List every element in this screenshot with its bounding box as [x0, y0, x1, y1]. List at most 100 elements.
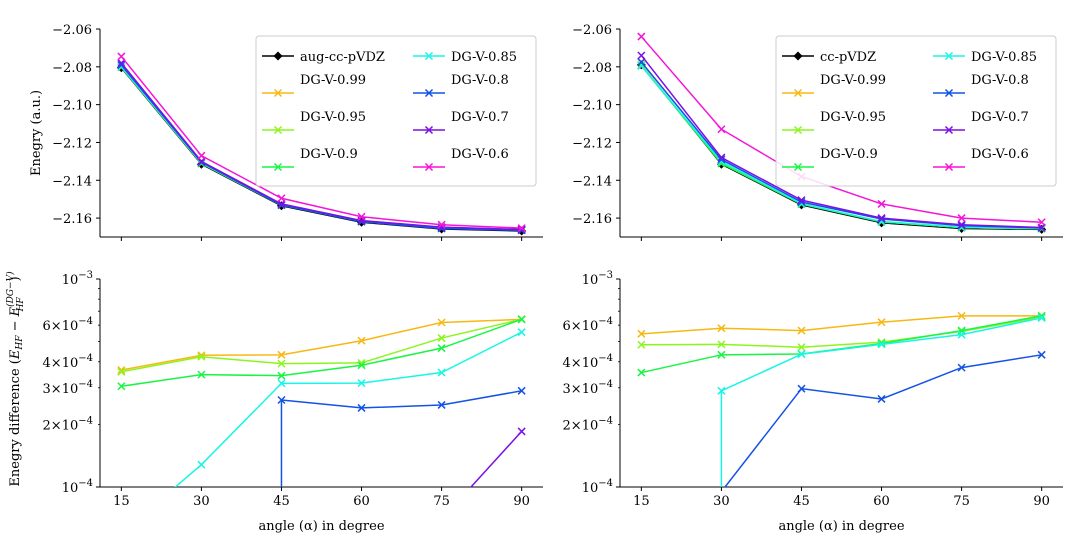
tick-base: 10 [582, 319, 599, 334]
x-tick-label: 15 [113, 494, 130, 509]
data-point [197, 151, 206, 160]
y-tick-label: −2.08 [52, 61, 92, 76]
series-line [281, 390, 522, 409]
tick-times: × [51, 382, 62, 397]
tick-base: 10 [62, 319, 79, 334]
x-tick-label: 75 [433, 494, 450, 509]
tick-times: × [571, 319, 582, 334]
data-point [877, 214, 886, 223]
data-point [717, 324, 726, 333]
series-line [174, 331, 522, 487]
y-tick-label: 10−4 [582, 478, 613, 496]
series-group [117, 315, 526, 537]
tick-base: 10 [582, 481, 599, 496]
ylabel-e1: E [8, 349, 23, 360]
data-point [517, 224, 526, 233]
data-point [797, 350, 806, 359]
legend-label: DG-V-0.6 [451, 147, 509, 162]
legend-swatch-marker [944, 125, 954, 135]
series-group [637, 311, 1046, 487]
data-point [437, 368, 446, 377]
y-tick-label: 3×10−4 [563, 379, 613, 397]
data-point [797, 384, 806, 393]
legend-swatch-marker [273, 88, 283, 98]
data-point [957, 311, 966, 320]
tick-exponent: −4 [78, 415, 93, 426]
data-point [517, 225, 526, 234]
tick-mantissa: 2 [43, 418, 51, 433]
data-point [957, 363, 966, 372]
legend-swatch-marker [424, 88, 434, 98]
x-tick-label: 45 [793, 494, 810, 509]
data-point [1037, 218, 1046, 227]
ylabel-close: ) [8, 276, 23, 281]
y-tick-label: 10−3 [62, 270, 93, 288]
data-point [517, 328, 526, 337]
data-point [357, 379, 366, 388]
data-point [637, 51, 646, 60]
data-point [517, 386, 526, 395]
series-line [120, 55, 522, 229]
data-point [357, 336, 366, 345]
x-axis-label: angle (α) in degree [258, 519, 384, 534]
data-point [357, 361, 366, 370]
data-point [797, 326, 806, 335]
legend: aug-cc-pVDZ DG-V-0.99 DG-V-0.95 DG-V-0.9 DG-… [255, 35, 537, 187]
x-tick-label: 90 [513, 494, 530, 509]
legend-box [775, 35, 1057, 187]
legend-swatch-marker [793, 88, 803, 98]
series-line [641, 316, 1042, 348]
legend-label: DG-V-0.85 [451, 50, 517, 65]
data-point [1037, 313, 1046, 322]
tick-times: × [571, 356, 582, 371]
data-point [957, 220, 966, 229]
tick-base: 10 [582, 382, 599, 397]
tick-mantissa: 4 [43, 356, 51, 371]
legend-box [255, 35, 537, 187]
series-line [120, 62, 522, 231]
legend-label: DG-V-0.9 [300, 147, 358, 162]
ylabel-main: Enegry difference ( [8, 359, 23, 486]
legend-label: DG-V-0.6 [971, 147, 1029, 162]
data-point [797, 343, 806, 352]
data-point [637, 368, 646, 377]
data-point [277, 371, 286, 380]
data-point [438, 516, 445, 523]
tick-times: × [571, 418, 582, 433]
tick-base: 10 [582, 418, 599, 433]
data-point [717, 386, 726, 395]
series-line [640, 36, 1042, 223]
data-point [357, 212, 366, 221]
data-point [717, 340, 726, 349]
data-point [637, 58, 646, 67]
tick-base: 10 [62, 418, 79, 433]
y-tick-label: −2.06 [572, 23, 612, 38]
x-tick-label: 75 [953, 494, 970, 509]
tick-base: 10 [582, 356, 599, 371]
series-line [640, 61, 1042, 229]
data-point [117, 59, 126, 68]
ylabel-e2: E [8, 306, 23, 317]
x-tick-label: 90 [1033, 494, 1050, 509]
tick-base: 10 [62, 356, 79, 371]
legend-swatch-marker [424, 51, 434, 61]
series-line [121, 318, 522, 388]
y-tick-label: −2.16 [572, 212, 612, 227]
y-tick-label: 6×10−4 [43, 316, 93, 334]
tick-times: × [51, 418, 62, 433]
tick-base: 10 [62, 382, 79, 397]
tick-mantissa: 6 [563, 319, 571, 334]
series-line [640, 55, 1042, 229]
data-point [118, 530, 125, 537]
y-tick-label: 4×10−4 [43, 353, 93, 371]
legend: cc-pVDZ DG-V-0.99 DG-V-0.95 DG-V-0.9 DG-V-0.… [775, 35, 1057, 187]
tick-base: 10 [62, 273, 79, 288]
y-axis-label: Enegry (a.u.) [29, 90, 44, 176]
data-point [717, 350, 726, 359]
data-point [277, 395, 286, 405]
tick-base: 10 [62, 481, 79, 496]
y-tick-label: 4×10−4 [563, 353, 613, 371]
y-tick-label: −2.12 [572, 136, 612, 151]
data-point [717, 155, 726, 164]
